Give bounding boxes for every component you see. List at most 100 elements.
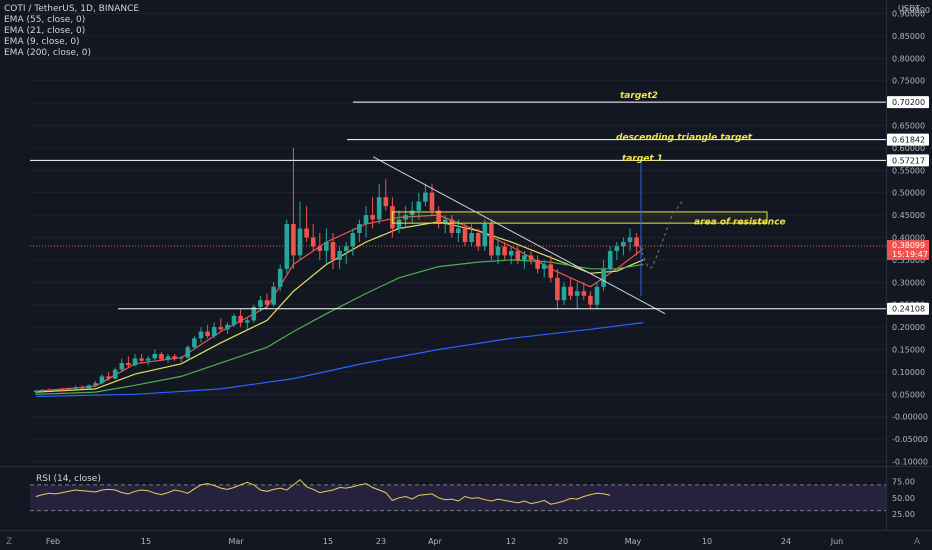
candle-body <box>634 237 639 247</box>
x-tick-label: 10 <box>702 537 712 546</box>
candle-body <box>456 228 461 233</box>
candle-body <box>561 286 567 301</box>
y-tick-label: 0.75000 <box>892 77 925 86</box>
current-price-label: 0.38099 <box>892 241 925 250</box>
candle-body <box>416 201 422 211</box>
y-tick-label: 0.85000 <box>892 32 925 41</box>
candle-body <box>482 224 488 247</box>
rsi-tick-label: 75.00 <box>892 478 915 487</box>
rsi-tick-label: 50.00 <box>892 494 915 503</box>
y-tick-label: -0.10000 <box>892 458 928 467</box>
candle-body <box>376 197 382 220</box>
candle-body <box>423 192 428 202</box>
x-tick-label: Jun <box>830 537 844 546</box>
candle-body <box>568 286 573 296</box>
candle-body <box>139 358 144 361</box>
candle-body <box>627 237 633 242</box>
y-tick-label: 0.50000 <box>892 189 925 198</box>
y-tick-label: 0.55000 <box>892 166 925 175</box>
candle-body <box>46 389 52 391</box>
candle-body <box>330 241 336 260</box>
candle-body <box>79 387 85 389</box>
candle-body <box>350 233 356 247</box>
y-tick-label: 0.20000 <box>892 323 925 332</box>
candle-body <box>258 300 263 307</box>
y-tick-label: 0.35000 <box>892 256 925 265</box>
level-tag-label: 0.61842 <box>892 136 925 145</box>
y-tick-label: 0.10000 <box>892 368 925 377</box>
x-tick-label: 23 <box>376 537 386 546</box>
candle-body <box>172 356 177 359</box>
candle-body <box>535 259 540 269</box>
candle-body <box>106 376 111 379</box>
y-tick-label: 0.15000 <box>892 346 925 355</box>
candle-body <box>324 241 329 251</box>
annotation-label: target2 <box>620 91 658 101</box>
ema9-legend: EMA (9, close, 0) <box>4 37 80 47</box>
level-tag-label: 0.57217 <box>892 156 925 165</box>
descending-trendline <box>372 156 666 315</box>
candle-body <box>429 192 435 211</box>
level-tag <box>887 154 929 167</box>
candle-body <box>73 387 78 389</box>
candle-body <box>607 250 613 269</box>
candle-body <box>555 277 560 301</box>
candle-body <box>469 233 474 242</box>
candle-body <box>317 246 323 251</box>
candle-body <box>449 219 455 233</box>
candle-body <box>185 347 191 358</box>
candle-body <box>436 210 441 225</box>
candle-body <box>403 215 408 220</box>
candle-body <box>601 268 606 287</box>
rsi-tick-label: 25.00 <box>892 510 915 519</box>
candle-body <box>588 295 593 305</box>
candle-body <box>363 215 369 225</box>
candle-body <box>370 215 375 220</box>
candle-body <box>218 327 224 330</box>
ema21-legend: EMA (21, close, 0) <box>4 26 86 36</box>
y-tick-label: 0.05000 <box>892 390 925 399</box>
candle-body <box>574 291 580 296</box>
zoom-toggle-icon[interactable]: Z <box>6 537 13 547</box>
candle-body <box>337 250 342 260</box>
annotation-label: area of resistence <box>694 217 786 227</box>
y-tick-label: 0.60000 <box>892 144 925 153</box>
x-tick-label: 24 <box>781 537 791 546</box>
candle-body <box>112 369 118 379</box>
ema-line-2 <box>35 259 644 395</box>
y-tick-label-partial: 0.9000 <box>902 6 930 15</box>
candle-body <box>86 385 92 389</box>
y-tick-label: 0.40000 <box>892 233 925 242</box>
y-tick-label: 0.45000 <box>892 211 925 220</box>
candle-body <box>522 255 527 260</box>
candle-body <box>310 237 316 247</box>
candle-body <box>211 327 217 337</box>
candle-body <box>515 250 521 260</box>
candle-body <box>152 353 158 359</box>
auto-scale-icon[interactable]: A <box>914 537 921 547</box>
candle-body <box>231 315 237 325</box>
projected-path <box>639 201 683 269</box>
candle-body <box>594 286 600 305</box>
candle-body <box>33 390 39 393</box>
candle-body <box>165 356 171 360</box>
x-tick-label: 20 <box>558 537 568 546</box>
candle-body <box>205 331 210 337</box>
candle-body <box>271 286 276 305</box>
candle-body <box>238 315 243 323</box>
candle-body <box>60 389 65 391</box>
level-tag <box>887 96 929 109</box>
level-tag <box>887 302 929 315</box>
candle-body <box>264 300 270 305</box>
candle-body <box>192 338 197 348</box>
y-tick-label: 0.30000 <box>892 278 925 287</box>
candle-body <box>198 331 204 339</box>
x-tick-label: May <box>625 537 642 546</box>
candle-body <box>251 306 257 321</box>
annotation-label: descending triangle target <box>616 133 753 143</box>
y-tick-label: -0.05000 <box>892 435 928 444</box>
level-tag <box>887 133 929 146</box>
candle-body <box>93 383 98 386</box>
candle-body <box>396 219 402 229</box>
